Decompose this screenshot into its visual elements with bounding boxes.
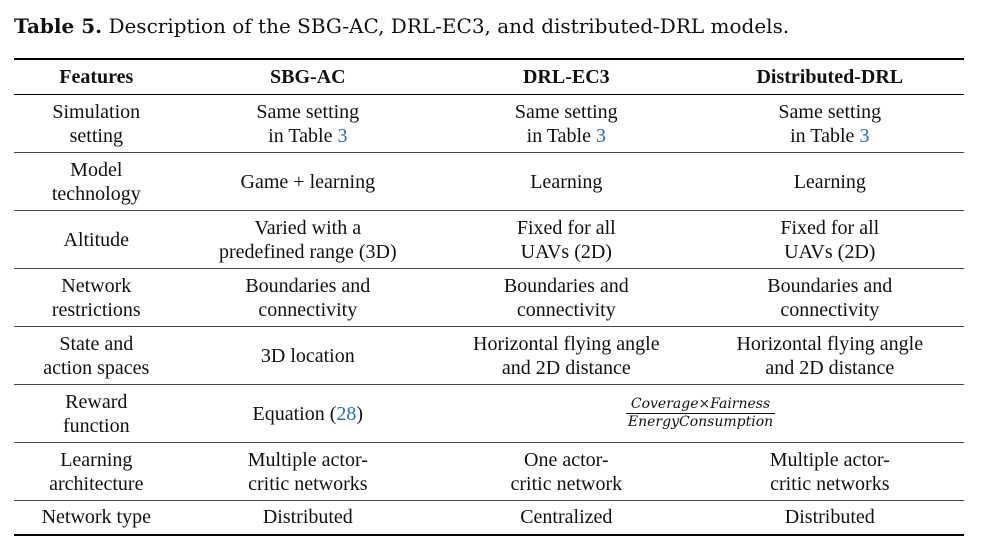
feature-cell: Model technology	[51, 158, 141, 205]
sbg-cell: 3D location	[260, 344, 355, 367]
header-features: Features	[14, 58, 179, 95]
feature-cell: Network type	[41, 506, 151, 529]
table-row-network-type: Network type Distributed Centralized Dis…	[14, 501, 964, 535]
drl-cell: Fixed for all UAVs (2D)	[516, 216, 616, 263]
shared-reward-cell: Coverage×Fairness EnergyConsumption	[437, 385, 964, 443]
caption-text: Description of the SBG-AC, DRL-EC3, and …	[108, 14, 790, 38]
table-ref-link[interactable]: 3	[337, 124, 348, 147]
table-row-model-technology: Model technology Game + learning Learning…	[14, 153, 964, 211]
table-row-reward-function: Reward function Equation (28) Coverage×Fa…	[14, 385, 964, 443]
sbg-cell: Game + learning	[240, 170, 376, 193]
table-label: Table 5.	[14, 14, 103, 38]
feature-cell: Altitude	[63, 228, 130, 251]
feature-cell: Network restrictions	[51, 274, 141, 321]
sbg-cell: Multiple actor-critic networks	[247, 448, 368, 495]
drl-cell: Boundaries and connectivity	[503, 274, 629, 321]
drl-cell: One actor-critic network	[510, 448, 623, 495]
header-sbg-ac: SBG-AC	[178, 58, 438, 95]
drl-cell: Same setting in Table 3	[514, 100, 618, 147]
equation-ref-link[interactable]: 28	[336, 402, 357, 425]
header-drl-ec3: DRL-EC3	[437, 58, 696, 95]
table-row-simulation-setting: Simulation setting Same setting in Table 3…	[14, 95, 964, 153]
sbg-cell: Distributed	[262, 506, 353, 529]
fraction-numerator: Coverage×Fairness	[625, 396, 776, 414]
dist-cell: Horizontal flying angle and 2D distance	[736, 332, 924, 379]
drl-cell: Learning	[530, 170, 603, 193]
drl-cell: Centralized	[520, 506, 613, 529]
feature-cell: State and action spaces	[43, 332, 150, 379]
feature-cell: Learning architecture	[49, 448, 144, 495]
dist-cell: Distributed	[784, 506, 875, 529]
sbg-cell: Varied with a predefined range (3D)	[218, 216, 397, 263]
dist-cell: Multiple actor-critic networks	[769, 448, 890, 495]
dist-cell: Same setting in Table 3	[778, 100, 882, 147]
header-distributed-drl: Distributed-DRL	[695, 58, 964, 95]
header-row: Features SBG-AC DRL-EC3 Distributed-DRL	[14, 58, 964, 95]
feature-cell: Reward function	[62, 390, 130, 437]
feature-cell: Simulation setting	[52, 100, 141, 147]
table-row-network-restrictions: Network restrictions Boundaries and connec…	[14, 269, 964, 327]
table-row-state-action-spaces: State and action spaces 3D location Horiz…	[14, 327, 964, 385]
reward-fraction: Coverage×Fairness EnergyConsumption	[625, 396, 776, 431]
table-row-learning-architecture: Learning architecture Multiple actor-crit…	[14, 443, 964, 501]
dist-cell: Fixed for all UAVs (2D)	[780, 216, 880, 263]
dist-cell: Boundaries and connectivity	[767, 274, 893, 321]
dist-cell: Learning	[793, 170, 866, 193]
table-caption: Table 5. Description of the SBG-AC, DRL-…	[14, 14, 789, 38]
fraction-denominator: EnergyConsumption	[627, 413, 774, 430]
drl-cell: Horizontal flying angle and 2D distance	[473, 332, 660, 379]
table-ref-link[interactable]: 3	[595, 124, 606, 147]
models-table: Features SBG-AC DRL-EC3 Distributed-DRL …	[14, 58, 964, 536]
table-row-altitude: Altitude Varied with a predefined range (…	[14, 211, 964, 269]
sbg-cell: Boundaries and connectivity	[245, 274, 371, 321]
sbg-cell: Same setting in Table 3	[256, 100, 360, 147]
table-ref-link[interactable]: 3	[859, 124, 870, 147]
sbg-cell: Equation (28)	[252, 402, 364, 425]
